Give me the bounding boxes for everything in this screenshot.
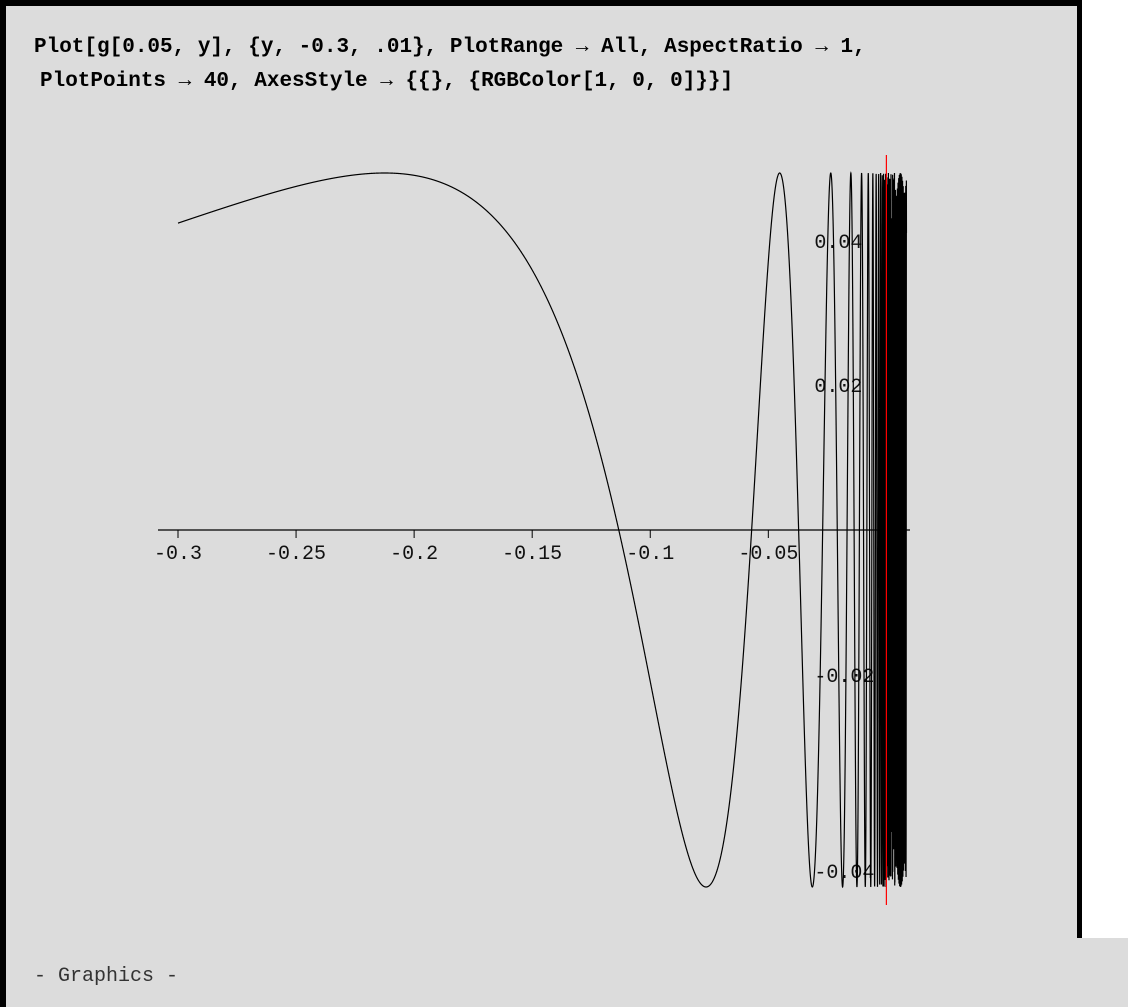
x-tick-label: -0.15	[502, 543, 562, 566]
y-tick-label: -0.02	[814, 666, 874, 689]
input-code-line-1[interactable]: Plot[g[0.05, y], {y, -0.3, .01}, PlotRan…	[34, 36, 866, 59]
y-tick-label: 0.02	[814, 376, 862, 399]
y-tick-label: -0.04	[814, 862, 874, 885]
y-tick-labels: 0.04 0.02 -0.02 -0.04	[814, 232, 874, 885]
input-code-line-2[interactable]: PlotPoints → 40, AxesStyle → {{}, {RGBCo…	[40, 70, 734, 93]
output-graphics-label: - Graphics -	[34, 965, 179, 988]
x-axis-ticks	[177, 530, 769, 538]
x-tick-label: -0.3	[154, 543, 202, 566]
x-tick-label: -0.05	[738, 543, 798, 566]
x-tick-label: -0.25	[266, 543, 326, 566]
x-tick-label: -0.1	[626, 543, 674, 566]
x-tick-label: -0.2	[390, 543, 438, 566]
y-tick-label: 0.04	[814, 232, 862, 255]
plot-curve	[177, 171, 908, 889]
x-tick-labels: -0.3 -0.25 -0.2 -0.15 -0.1 -0.05	[154, 543, 798, 566]
output-cell-strip	[6, 938, 1128, 1007]
